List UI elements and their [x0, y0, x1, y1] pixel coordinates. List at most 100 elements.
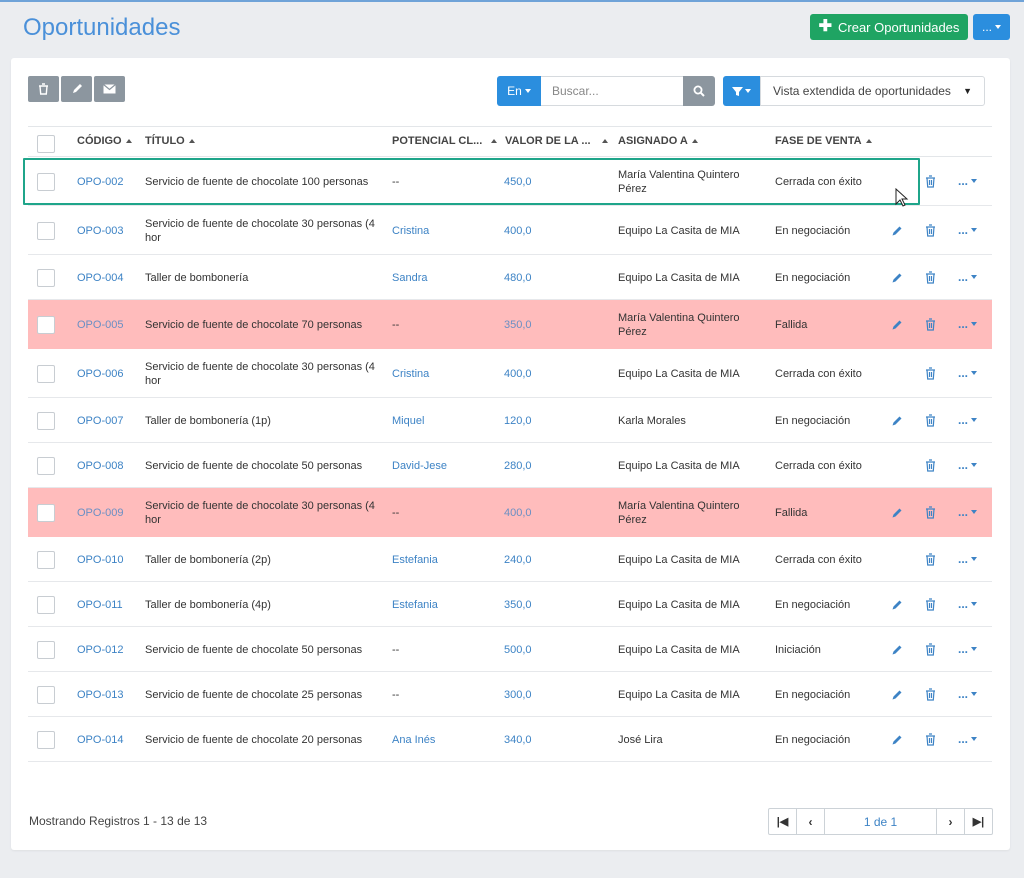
bulk-edit-button[interactable]	[61, 76, 92, 102]
search-input[interactable]	[541, 76, 684, 106]
opportunity-code-link[interactable]: OPO-012	[77, 643, 124, 656]
row-checkbox[interactable]	[37, 685, 55, 704]
opportunity-code-link[interactable]: OPO-006	[77, 367, 124, 380]
row-more-button[interactable]: ...	[958, 732, 978, 746]
opportunity-code-link[interactable]: OPO-003	[77, 224, 124, 237]
next-page-button[interactable]: ›	[936, 809, 964, 834]
opportunity-code-link[interactable]: OPO-004	[77, 271, 124, 284]
potential-client[interactable]: Estefania	[392, 553, 438, 566]
row-checkbox[interactable]	[37, 315, 55, 334]
delete-row-button[interactable]	[922, 505, 938, 521]
row-more-button[interactable]: ...	[958, 174, 978, 188]
delete-row-button[interactable]	[922, 732, 938, 748]
edit-row-button[interactable]	[889, 732, 905, 748]
opportunity-value[interactable]: 400,0	[504, 506, 532, 519]
language-filter-button[interactable]: En	[497, 76, 541, 106]
edit-row-button[interactable]	[889, 597, 905, 613]
first-page-button[interactable]: |◀	[769, 809, 797, 834]
table-row[interactable]: OPO-014 Servicio de fuente de chocolate 2…	[28, 717, 992, 762]
opportunity-code-link[interactable]: OPO-005	[77, 318, 124, 331]
table-row[interactable]: OPO-013 Servicio de fuente de chocolate 2…	[28, 672, 992, 717]
table-row[interactable]: OPO-012 Servicio de fuente de chocolate 5…	[28, 627, 992, 672]
opportunity-value[interactable]: 480,0	[504, 271, 532, 284]
edit-row-button[interactable]	[889, 505, 905, 521]
view-select[interactable]: Vista extendida de oportunidades ▼	[760, 76, 985, 106]
table-row[interactable]: OPO-005 Servicio de fuente de chocolate 7…	[28, 300, 992, 349]
prev-page-button[interactable]: ‹	[797, 809, 825, 834]
row-more-button[interactable]: ...	[958, 552, 978, 566]
filter-button[interactable]	[723, 76, 760, 106]
row-checkbox[interactable]	[37, 730, 55, 749]
delete-row-button[interactable]	[922, 642, 938, 658]
create-opportunity-button[interactable]: ✚ Crear Oportunidades	[810, 14, 968, 40]
potential-client[interactable]: Estefania	[392, 598, 438, 611]
potential-client[interactable]: Cristina	[392, 367, 430, 380]
delete-row-button[interactable]	[922, 270, 938, 286]
send-email-button[interactable]	[94, 76, 125, 102]
row-checkbox[interactable]	[37, 221, 55, 240]
delete-row-button[interactable]	[922, 597, 938, 613]
opportunity-value[interactable]: 350,0	[504, 598, 532, 611]
column-header-value[interactable]: VALOR DE LA ...	[505, 135, 608, 147]
edit-row-button[interactable]	[889, 413, 905, 429]
delete-row-button[interactable]	[922, 174, 938, 190]
opportunity-code-link[interactable]: OPO-009	[77, 506, 124, 519]
table-row[interactable]: OPO-004 Taller de bombonería Sandra 480,0 Eq…	[28, 255, 992, 300]
opportunity-value[interactable]: 350,0	[504, 318, 532, 331]
opportunity-code-link[interactable]: OPO-014	[77, 733, 124, 746]
table-row[interactable]: OPO-007 Taller de bombonería (1p) Miquel 12…	[28, 398, 992, 443]
opportunity-value[interactable]: 280,0	[504, 459, 532, 472]
row-more-button[interactable]: ...	[958, 687, 978, 701]
table-row[interactable]: OPO-009 Servicio de fuente de chocolate 3…	[28, 488, 992, 537]
row-checkbox[interactable]	[37, 595, 55, 614]
table-row[interactable]: OPO-006 Servicio de fuente de chocolate 3…	[28, 349, 992, 398]
row-more-button[interactable]: ...	[958, 413, 978, 427]
delete-row-button[interactable]	[922, 687, 938, 703]
row-checkbox[interactable]	[37, 456, 55, 475]
row-more-button[interactable]: ...	[958, 642, 978, 656]
row-more-button[interactable]: ...	[958, 366, 978, 380]
column-header-assigned[interactable]: ASIGNADO A	[618, 135, 698, 147]
opportunity-code-link[interactable]: OPO-008	[77, 459, 124, 472]
opportunity-value[interactable]: 500,0	[504, 643, 532, 656]
row-checkbox[interactable]	[37, 640, 55, 659]
delete-row-button[interactable]	[922, 223, 938, 239]
opportunity-value[interactable]: 120,0	[504, 414, 532, 427]
row-more-button[interactable]: ...	[958, 597, 978, 611]
delete-row-button[interactable]	[922, 366, 938, 382]
row-checkbox[interactable]	[37, 411, 55, 430]
delete-row-button[interactable]	[922, 458, 938, 474]
potential-client[interactable]: Ana Inés	[392, 733, 436, 746]
opportunity-value[interactable]: 340,0	[504, 733, 532, 746]
opportunity-value[interactable]: 400,0	[504, 224, 532, 237]
opportunity-value[interactable]: 300,0	[504, 688, 532, 701]
select-all-checkbox[interactable]	[37, 135, 55, 153]
potential-client[interactable]: Miquel	[392, 414, 425, 427]
more-options-button[interactable]: ...	[973, 14, 1010, 40]
potential-client[interactable]: Sandra	[392, 271, 428, 284]
row-checkbox[interactable]	[37, 364, 55, 383]
opportunity-code-link[interactable]: OPO-013	[77, 688, 124, 701]
last-page-button[interactable]: ▶|	[964, 809, 992, 834]
table-row[interactable]: OPO-003 Servicio de fuente de chocolate 3…	[28, 206, 992, 255]
column-header-code[interactable]: CÓDIGO	[77, 135, 132, 147]
opportunity-value[interactable]: 400,0	[504, 367, 532, 380]
row-checkbox[interactable]	[37, 172, 55, 191]
search-button[interactable]	[683, 76, 715, 106]
potential-client[interactable]: David-Jese	[392, 459, 448, 472]
row-more-button[interactable]: ...	[958, 270, 978, 284]
opportunity-code-link[interactable]: OPO-007	[77, 414, 124, 427]
opportunity-code-link[interactable]: OPO-010	[77, 553, 124, 566]
opportunity-code-link[interactable]: OPO-011	[77, 598, 123, 611]
edit-row-button[interactable]	[889, 642, 905, 658]
edit-row-button[interactable]	[889, 317, 905, 333]
row-more-button[interactable]: ...	[958, 458, 978, 472]
potential-client[interactable]: Cristina	[392, 224, 430, 237]
page-info[interactable]: 1 de 1	[863, 814, 898, 829]
row-checkbox[interactable]	[37, 268, 55, 287]
edit-row-button[interactable]	[889, 270, 905, 286]
edit-row-button[interactable]	[889, 687, 905, 703]
table-row[interactable]: OPO-002 Servicio de fuente de chocolate 1…	[28, 157, 992, 206]
opportunity-code-link[interactable]: OPO-002	[77, 175, 124, 188]
column-header-client[interactable]: POTENCIAL CL...	[392, 135, 498, 147]
